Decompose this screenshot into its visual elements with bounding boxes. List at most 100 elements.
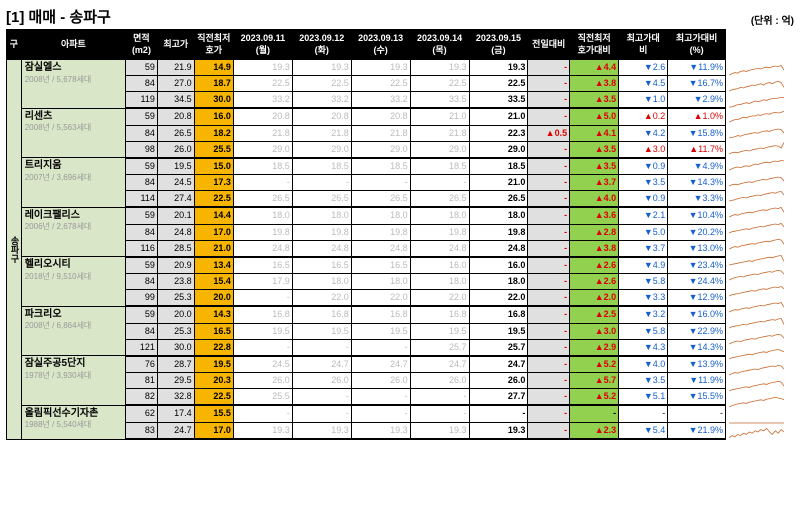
date-cell: 26.5 <box>233 191 292 208</box>
last-cell: 22.0 <box>469 290 528 307</box>
date-cell: 16.8 <box>233 306 292 323</box>
area-cell: 59 <box>126 207 158 224</box>
area-cell: 84 <box>126 125 158 141</box>
date-cell: 16.5 <box>351 257 410 274</box>
prev-cell: - <box>528 422 570 439</box>
apartment-meta: 2008년 / 6,864세대 <box>25 321 122 331</box>
sparkline <box>729 251 784 267</box>
area-cell: 59 <box>126 257 158 274</box>
date-cell: 24.7 <box>410 356 469 373</box>
date-cell: 18.5 <box>233 158 292 175</box>
date-cell: 16.8 <box>292 306 351 323</box>
date-cell: 29.0 <box>351 141 410 158</box>
high-cell: 28.5 <box>157 240 194 257</box>
date-cell: 18.5 <box>351 158 410 175</box>
low-cell: 22.5 <box>194 191 233 208</box>
date-cell: 33.2 <box>233 92 292 109</box>
low-cell: 16.0 <box>194 108 233 125</box>
date-cell: - <box>351 405 410 422</box>
apartment-meta: 1978년 / 3,930세대 <box>25 371 122 381</box>
last-cell: 19.3 <box>469 422 528 439</box>
low-cell: 20.0 <box>194 290 233 307</box>
date-cell: 19.3 <box>410 422 469 439</box>
date-cell: 25.7 <box>410 339 469 356</box>
diff-pct-cell: ▼16.0% <box>668 306 726 323</box>
area-cell: 84 <box>126 76 158 92</box>
sparkline <box>729 124 784 140</box>
hdr-d3: 2023.09.13 (수) <box>351 30 410 60</box>
date-cell: 19.3 <box>351 422 410 439</box>
low-cell: 15.4 <box>194 274 233 290</box>
diff-low-cell: ▲5.7 <box>570 373 619 389</box>
apartment-name: 레이크팰리스 <box>25 210 122 223</box>
apartment-name: 리센츠 <box>25 111 122 124</box>
date-cell: 18.0 <box>292 207 351 224</box>
prev-cell: - <box>528 339 570 356</box>
diff-high-cell: ▼1.0 <box>619 92 668 109</box>
diff-pct-cell: - <box>668 405 726 422</box>
last-cell: 18.0 <box>469 274 528 290</box>
diff-high-cell: ▼4.3 <box>619 339 668 356</box>
low-cell: 15.0 <box>194 158 233 175</box>
diff-low-cell: ▲4.1 <box>570 125 619 141</box>
last-cell: 19.8 <box>469 224 528 240</box>
hdr-low: 직전최저 호가 <box>194 30 233 60</box>
area-cell: 81 <box>126 373 158 389</box>
prev-cell: - <box>528 356 570 373</box>
date-cell: 22.0 <box>351 290 410 307</box>
diff-pct-cell: ▼2.9% <box>668 92 726 109</box>
diff-high-cell: ▼0.9 <box>619 158 668 175</box>
date-cell: - <box>292 405 351 422</box>
date-cell: 24.8 <box>233 240 292 257</box>
date-cell: 19.5 <box>233 323 292 339</box>
apartment-name: 잠실엘스 <box>25 62 122 75</box>
date-cell: 20.8 <box>292 108 351 125</box>
date-cell: 19.3 <box>292 60 351 76</box>
apartment-meta: 2008년 / 5,678세대 <box>25 75 122 85</box>
last-cell: 21.0 <box>469 175 528 191</box>
date-cell: 24.5 <box>233 356 292 373</box>
high-cell: 26.0 <box>157 141 194 158</box>
diff-low-cell: ▲4.0 <box>570 191 619 208</box>
hdr-apt: 아파트 <box>21 30 125 60</box>
date-cell: 19.8 <box>233 224 292 240</box>
area-cell: 62 <box>126 405 158 422</box>
date-cell: 16.5 <box>292 257 351 274</box>
date-cell: 33.2 <box>351 92 410 109</box>
sparkline <box>729 156 784 172</box>
date-cell: 22.0 <box>292 290 351 307</box>
prev-cell: - <box>528 224 570 240</box>
date-cell: 22.5 <box>410 76 469 92</box>
sparkline <box>729 61 784 77</box>
sparkline <box>729 361 784 377</box>
date-cell: 19.5 <box>351 323 410 339</box>
high-cell: 26.5 <box>157 125 194 141</box>
date-cell: 19.3 <box>351 60 410 76</box>
table-row: 레이크팰리스2006년 / 2,678세대5920.114.418.018.01… <box>7 207 726 224</box>
last-cell: 19.5 <box>469 323 528 339</box>
prev-cell: - <box>528 60 570 76</box>
apartment-meta: 1988년 / 5,540세대 <box>25 420 122 430</box>
diff-low-cell: ▲3.7 <box>570 175 619 191</box>
page-title: [1] 매매 - 송파구 <box>6 6 111 27</box>
high-cell: 17.4 <box>157 405 194 422</box>
low-cell: 22.8 <box>194 339 233 356</box>
high-cell: 30.0 <box>157 339 194 356</box>
high-cell: 20.9 <box>157 257 194 274</box>
sparkline <box>729 140 784 156</box>
date-cell: - <box>292 339 351 356</box>
diff-pct-cell: ▼22.9% <box>668 323 726 339</box>
area-cell: 84 <box>126 175 158 191</box>
sparkline <box>729 377 784 393</box>
low-cell: 17.0 <box>194 422 233 439</box>
date-cell: 26.0 <box>292 373 351 389</box>
diff-pct-cell: ▼13.9% <box>668 356 726 373</box>
low-cell: 20.3 <box>194 373 233 389</box>
diff-pct-cell: ▼21.9% <box>668 422 726 439</box>
table-row: 리센츠2008년 / 5,563세대5920.816.020.820.820.8… <box>7 108 726 125</box>
price-table: 구 아파트 면적 (m2) 최고가 직전최저 호가 2023.09.11 (월)… <box>6 29 726 440</box>
low-cell: 18.7 <box>194 76 233 92</box>
apartment-cell: 잠실엘스2008년 / 5,678세대 <box>21 60 125 109</box>
low-cell: 18.2 <box>194 125 233 141</box>
diff-pct-cell: ▼16.7% <box>668 76 726 92</box>
